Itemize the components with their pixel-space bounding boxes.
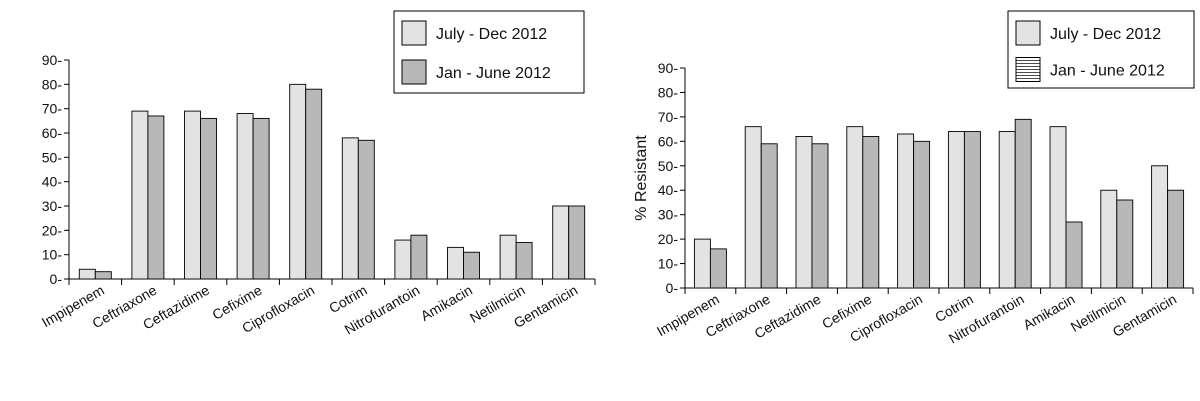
y-tick-label: 70- (42, 101, 63, 117)
bar (410, 234, 428, 280)
legend-swatch (401, 59, 427, 85)
y-axis-label: % Resistant (633, 135, 650, 221)
y-tick-label: 80- (42, 76, 63, 92)
bar (693, 238, 711, 289)
bar (552, 205, 570, 280)
bar (147, 115, 165, 280)
bar (394, 239, 412, 280)
bar (795, 135, 813, 289)
bar (568, 205, 586, 280)
y-tick-label: 50- (658, 158, 679, 174)
bar (998, 131, 1016, 289)
bar (1065, 221, 1083, 289)
bar (184, 110, 201, 280)
legend-label: July - Dec 2012 (1050, 26, 1161, 43)
legend-label: July - Dec 2012 (436, 26, 547, 43)
x-tick-label: Amikacin (1020, 291, 1077, 333)
bar (515, 242, 533, 280)
y-tick-label: 90- (42, 52, 63, 68)
bar (357, 139, 375, 280)
bar (1014, 118, 1032, 289)
bar (744, 126, 762, 289)
y-tick-label: 40- (42, 174, 63, 190)
bar (862, 135, 880, 289)
bar (131, 110, 149, 280)
y-tick-label: 50- (42, 149, 63, 165)
legend-label: Jan - June 2012 (1050, 63, 1165, 80)
bar (846, 126, 864, 289)
right-bar-chart: 0- 10- 20- 30- 40- 50- 60- 70- 80- 90- % Resistant… (633, 10, 1195, 347)
y-tick-label: 20- (658, 231, 679, 247)
bar (913, 140, 931, 289)
legend: July - Dec 2012 Jan - June 2012 (393, 10, 585, 94)
bar (305, 88, 323, 280)
y-tick-label: 60- (658, 133, 679, 149)
y-tick-label: 60- (42, 125, 63, 141)
bar (760, 143, 778, 289)
bar (897, 133, 915, 289)
bar (200, 117, 217, 280)
bar (78, 268, 96, 280)
bar (499, 234, 517, 280)
legend-swatch (401, 20, 427, 46)
y-tick-label: 0- (666, 280, 679, 296)
bar (1151, 165, 1169, 289)
x-tick-label: Amikacin (418, 282, 475, 324)
y-tick-label: 40- (658, 182, 679, 198)
y-tick-label: 90- (658, 60, 679, 76)
bar (709, 248, 727, 289)
bar (1116, 199, 1134, 289)
y-tick-label: 70- (658, 109, 679, 125)
bar (811, 143, 829, 289)
bar (947, 131, 965, 289)
bar (94, 271, 112, 280)
legend-swatch (1015, 20, 1041, 46)
bar (1100, 189, 1118, 289)
y-tick-label: 30- (42, 198, 63, 214)
bar (1049, 126, 1067, 289)
y-tick-label: 10- (658, 256, 679, 272)
bar (341, 137, 359, 280)
y-tick-label: 20- (42, 222, 63, 238)
bar (236, 113, 254, 280)
bar (289, 83, 307, 280)
y-tick-label: 80- (658, 84, 679, 100)
bar (252, 117, 270, 280)
left-bar-chart: 0-10-20-30-40-50-60-70-80-90-ImpipenemCe… (39, 10, 596, 338)
y-tick-label: 10- (42, 247, 63, 263)
bar (463, 251, 480, 280)
legend-swatch (1015, 57, 1041, 82)
y-tick-label: 0- (50, 271, 63, 287)
y-tick-label: 30- (658, 207, 679, 223)
legend: July - Dec 2012 Jan - June 2012 (1007, 10, 1195, 89)
legend-label: Jan - June 2012 (436, 65, 551, 82)
bar (963, 131, 981, 289)
bar (447, 246, 464, 280)
bar (1167, 189, 1185, 289)
